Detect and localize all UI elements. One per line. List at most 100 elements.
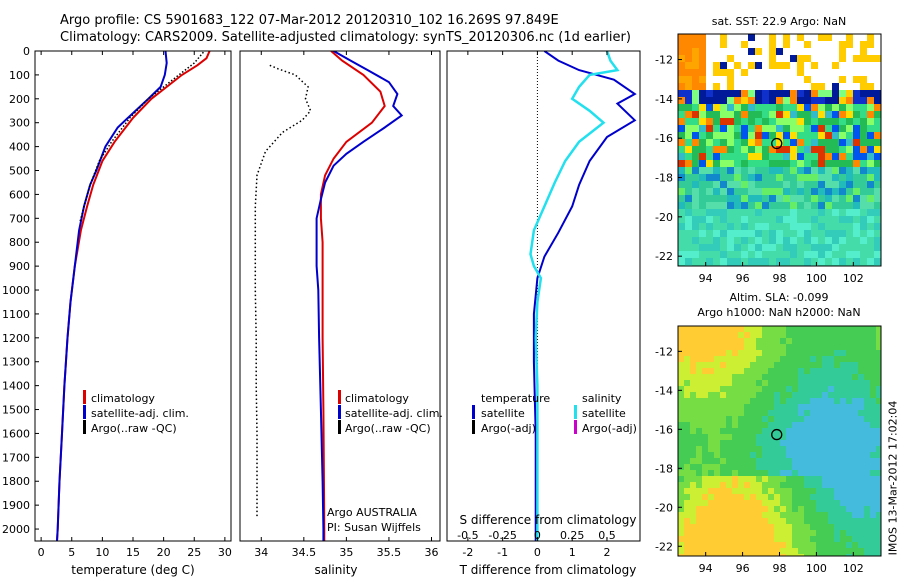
sla-cell bbox=[846, 494, 852, 500]
sst-cell bbox=[755, 90, 762, 97]
sst-cell bbox=[727, 202, 734, 209]
sst-cell bbox=[804, 251, 811, 258]
sla-cell bbox=[852, 344, 858, 350]
sst-cell bbox=[846, 188, 853, 195]
sla-cell bbox=[840, 554, 846, 556]
sst-cell bbox=[727, 223, 734, 230]
temperature-climatology-line bbox=[56, 51, 211, 541]
sla-cell bbox=[864, 452, 870, 458]
sla-cell bbox=[690, 530, 696, 536]
sst-cell bbox=[685, 90, 692, 97]
sst-cell bbox=[769, 48, 776, 55]
sst-cell bbox=[692, 111, 699, 118]
sla-cell bbox=[780, 548, 786, 554]
sla-cell bbox=[870, 356, 876, 362]
sla-cell bbox=[702, 368, 708, 374]
sst-cell bbox=[860, 223, 867, 230]
sst-cell bbox=[678, 230, 685, 237]
sla-cell bbox=[756, 446, 762, 452]
sst-cell bbox=[741, 209, 748, 216]
sst-cell bbox=[804, 41, 811, 48]
sla-cell bbox=[846, 326, 852, 332]
sla-cell bbox=[750, 488, 756, 494]
sla-cell bbox=[864, 350, 870, 356]
sla-cell bbox=[708, 368, 714, 374]
sla-cell bbox=[762, 404, 768, 410]
sla-cell bbox=[714, 404, 720, 410]
sla-cell bbox=[828, 440, 834, 446]
sst-cell bbox=[846, 34, 853, 41]
sla-cell bbox=[780, 446, 786, 452]
x-tick-label: 94 bbox=[699, 272, 713, 285]
sst-cell bbox=[874, 223, 881, 230]
sst-cell bbox=[706, 244, 713, 251]
sla-cell bbox=[774, 500, 780, 506]
y-tick-label: -14 bbox=[655, 384, 673, 397]
sla-cell bbox=[726, 524, 732, 530]
temperature-plot-lines bbox=[56, 51, 211, 541]
sla-cell bbox=[756, 416, 762, 422]
sst-cell bbox=[832, 188, 839, 195]
sla-cell bbox=[858, 338, 864, 344]
sst-cell bbox=[720, 111, 727, 118]
sla-cell bbox=[792, 404, 798, 410]
sla-cell bbox=[870, 524, 876, 530]
sst-cell bbox=[699, 230, 706, 237]
sla-cell bbox=[804, 506, 810, 512]
sla-cell bbox=[756, 542, 762, 548]
sst-cell bbox=[811, 188, 818, 195]
sla-cell bbox=[714, 392, 720, 398]
x-tick-label: -1 bbox=[497, 546, 508, 559]
sst-cell bbox=[776, 62, 783, 69]
sla-cell bbox=[780, 488, 786, 494]
sla-cell bbox=[804, 530, 810, 536]
sst-cell bbox=[846, 118, 853, 125]
sla-cell bbox=[834, 386, 840, 392]
sla-cell bbox=[750, 404, 756, 410]
sla-cell bbox=[678, 536, 684, 542]
sla-cell bbox=[690, 422, 696, 428]
sst-cell bbox=[720, 41, 727, 48]
sst-cell bbox=[804, 216, 811, 223]
sst-cell bbox=[783, 167, 790, 174]
sla-cell bbox=[696, 374, 702, 380]
sla-cell bbox=[846, 524, 852, 530]
sst-cell bbox=[783, 132, 790, 139]
sst-cell bbox=[797, 202, 804, 209]
sla-cell bbox=[738, 452, 744, 458]
difference-plot-frame bbox=[446, 50, 641, 542]
sla-cell bbox=[744, 422, 750, 428]
sst-cell bbox=[797, 251, 804, 258]
sla-cell bbox=[720, 542, 726, 548]
sst-cell bbox=[811, 216, 818, 223]
sst-cell bbox=[699, 223, 706, 230]
sla-cell bbox=[720, 488, 726, 494]
sst-cell bbox=[867, 216, 874, 223]
sla-cell bbox=[798, 380, 804, 386]
sla-cell bbox=[804, 494, 810, 500]
sst-cell bbox=[699, 174, 706, 181]
sst-cell bbox=[685, 223, 692, 230]
sla-cell bbox=[876, 428, 881, 434]
sst-cell bbox=[804, 146, 811, 153]
sst-cell bbox=[811, 139, 818, 146]
sla-cell bbox=[864, 458, 870, 464]
sla-cell bbox=[780, 434, 786, 440]
sla-cell bbox=[774, 548, 780, 554]
sst-cell bbox=[741, 251, 748, 258]
sla-cell bbox=[786, 404, 792, 410]
pi-name-label: PI: Susan Wijffels bbox=[327, 521, 421, 534]
sla-cell bbox=[798, 548, 804, 554]
sla-cell bbox=[870, 338, 876, 344]
sst-cell bbox=[692, 202, 699, 209]
sla-cell bbox=[738, 392, 744, 398]
sla-cell bbox=[762, 542, 768, 548]
sst-cell bbox=[699, 62, 706, 69]
sla-cell bbox=[762, 440, 768, 446]
sst-cell bbox=[741, 104, 748, 111]
sla-cell bbox=[834, 362, 840, 368]
sst-cell bbox=[755, 160, 762, 167]
sla-cell bbox=[762, 374, 768, 380]
sla-cell bbox=[774, 464, 780, 470]
sst-cell bbox=[685, 209, 692, 216]
